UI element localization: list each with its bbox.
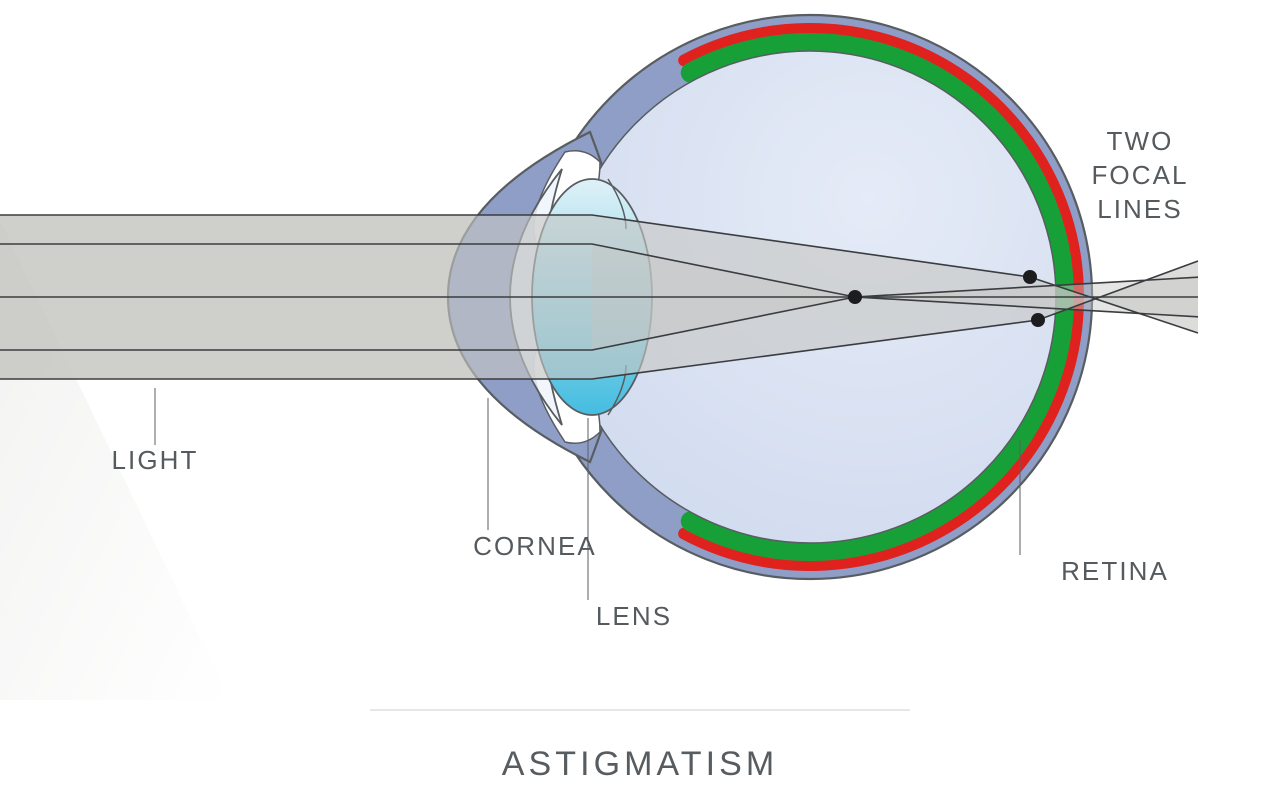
label-lens: LENS	[596, 601, 672, 631]
label-retina: RETINA	[1061, 556, 1169, 586]
label-focal-1: FOCAL	[1091, 160, 1188, 190]
label-cornea: CORNEA	[473, 531, 597, 561]
focal-point-3	[1031, 313, 1045, 327]
label-focal-0: TWO	[1107, 126, 1174, 156]
label-light: LIGHT	[112, 445, 199, 475]
focal-point-1	[848, 290, 862, 304]
label-focal-2: LINES	[1097, 194, 1183, 224]
title: ASTIGMATISM	[502, 745, 779, 783]
focal-point-2	[1023, 270, 1037, 284]
